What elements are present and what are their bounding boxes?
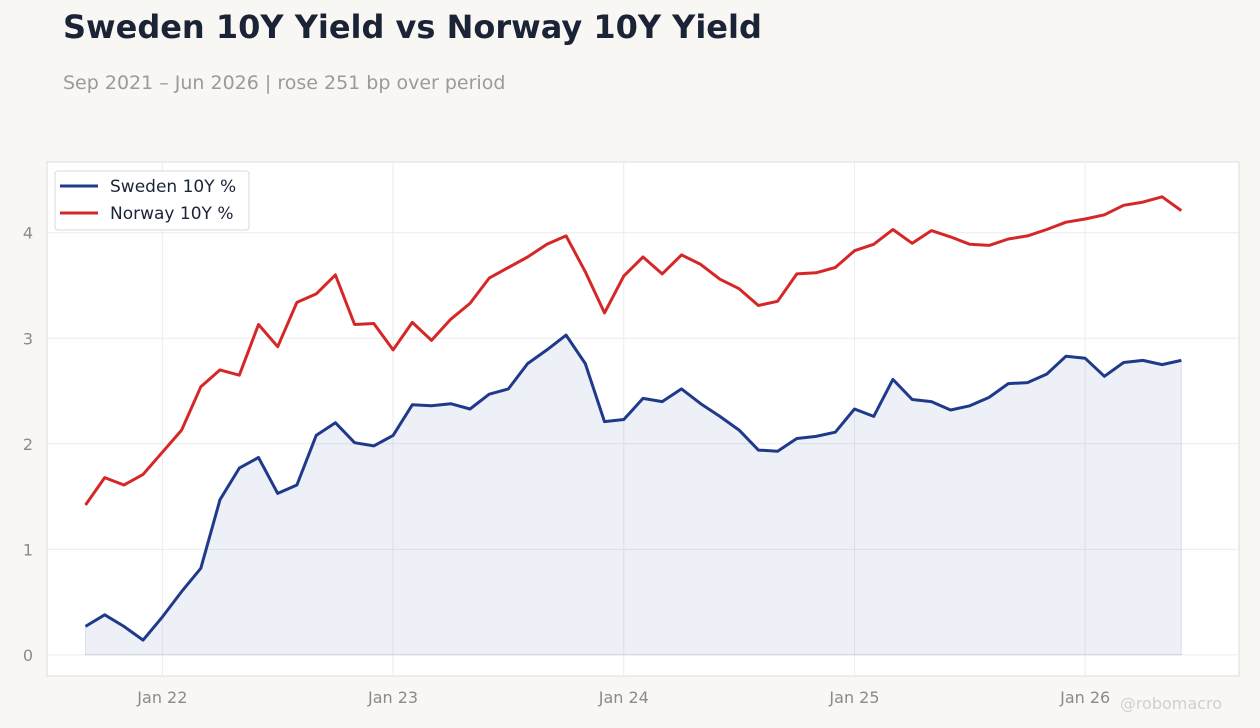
series-line-sweden: [84, 333, 1182, 642]
legend-label-norway: Norway 10Y %: [110, 204, 233, 224]
series-line-norway: [84, 195, 1183, 506]
y-tick-label: 4: [23, 224, 33, 243]
chart-subtitle: Sep 2021 – Jun 2026 | rose 251 bp over p…: [63, 72, 506, 94]
series-layer: [84, 195, 1183, 656]
chart-title: Sweden 10Y Yield vs Norway 10Y Yield: [63, 8, 762, 46]
plot-area: [46, 161, 1240, 677]
x-tick-label: Jan 22: [136, 688, 187, 707]
y-tick-label: 3: [23, 329, 33, 348]
x-tick-label: Jan 25: [828, 688, 879, 707]
watermark: @robomacro: [1119, 694, 1222, 713]
legend-label-sweden: Sweden 10Y %: [110, 177, 236, 197]
x-tick-label: Jan 24: [598, 688, 649, 707]
y-tick-label: 0: [23, 646, 33, 665]
y-tick-label: 1: [23, 540, 33, 559]
y-tick-label: 2: [23, 435, 33, 454]
legend: Sweden 10Y % Norway 10Y %: [54, 170, 250, 231]
legend-box: [54, 170, 250, 231]
axis-layer: 0 1 2 3 4 Jan 22 Jan 23 Jan 24 Jan 25 Jan 26: [23, 224, 1110, 707]
x-tick-label: Jan 23: [367, 688, 418, 707]
x-tick-label: Jan 26: [1059, 688, 1110, 707]
